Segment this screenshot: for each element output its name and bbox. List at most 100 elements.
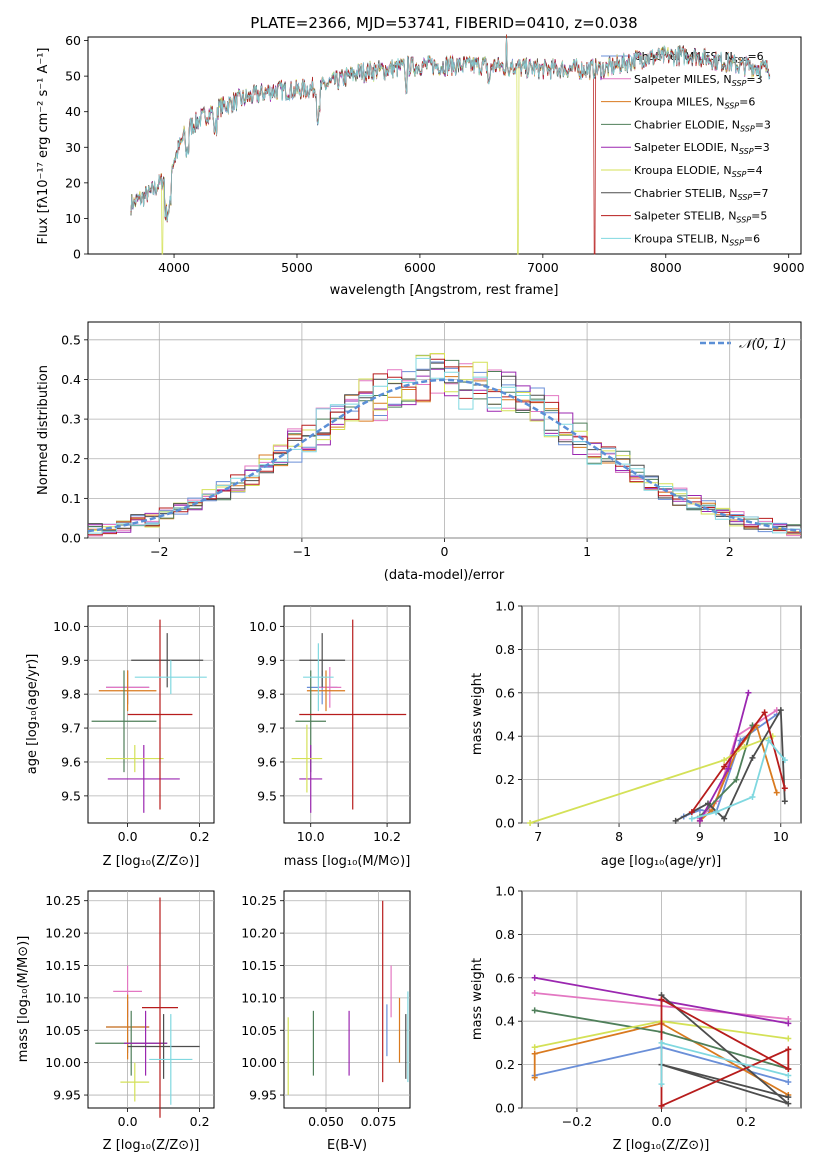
weight_vs_age-marker-cs: [705, 800, 711, 807]
spectrum-legend-nssp: =3: [755, 118, 771, 131]
spectrum-legend-label-ke: Kroupa ELODIE, NSSP=4: [634, 164, 763, 179]
weight_vs_Z-ytick-label: 0.2: [495, 1057, 515, 1072]
residuals-legend: 𝒩(0, 1): [700, 337, 786, 352]
mass_vs_ebv-ytick-label: 10.00: [241, 1055, 277, 1070]
spectrum-legend-sub: SSP: [732, 170, 747, 179]
mass_vs_Z-ytick-label: 10.10: [45, 990, 81, 1005]
gauss-legend-label: 𝒩(0, 1): [739, 337, 786, 352]
spectrum-ytick-label: 60: [65, 33, 81, 48]
weight_vs_age-marker-ss: [721, 763, 728, 770]
residuals-ytick-label: 0.0: [61, 531, 81, 546]
mass_vs_Z-ytick-label: 10.05: [45, 1023, 81, 1038]
weight_vs_Z-marker-cs: [785, 1094, 792, 1101]
weight_vs_Z-marker-ke: [785, 1035, 792, 1042]
mass-vs-z-xlabel: Z [log₁₀(Z/Z⊙)]: [103, 1138, 200, 1153]
age-vs-mass-xlabel: mass [log₁₀(M/M⊙)]: [284, 854, 411, 869]
residuals-ylabel: Normed distribution: [36, 365, 51, 495]
weight_vs_Z-ytick-label: 0.4: [495, 1014, 515, 1029]
age_vs_Z-ytick-label: 9.9: [61, 653, 81, 668]
weight_vs_Z-marker-cm: [785, 1078, 792, 1085]
residuals-ytick-label: 0.1: [61, 491, 81, 506]
spectrum-legend-nssp: =6: [744, 232, 760, 245]
residuals-ytick-label: 0.2: [61, 451, 81, 466]
weight_vs_Z-marker-cs: [785, 1100, 792, 1107]
age_vs_Z-ytick-label: 9.7: [61, 721, 81, 736]
age_vs_Z-ytick-label: 9.8: [61, 687, 81, 702]
weight_vs_Z-marker-km: [531, 1050, 538, 1057]
weight_vs_Z-marker-ke: [531, 1044, 538, 1051]
spectrum-legend-label-sm: Salpeter MILES, NSSP=3: [634, 73, 763, 88]
weight_vs_age-xtick-label: 7: [534, 829, 542, 844]
spectrum-line-ks: [130, 38, 771, 222]
weight_vs_age-marker-ks: [688, 815, 695, 822]
spectrum-legend-name: Chabrier STELIB, N: [634, 187, 738, 200]
spectrum-axes-frame: [87, 36, 802, 255]
spectrum-legend-sub: SSP: [729, 238, 744, 247]
weight_vs_age-marker-cs: [672, 817, 679, 824]
weight_vs_Z-ytick-label: 1.0: [495, 884, 515, 899]
weight_vs_Z-xtick-label: 0.2: [736, 1114, 756, 1129]
spectrum-axes: 4000 5000 6000 7000 8000 9000 0 10 20 30 40 50 60: [65, 33, 805, 275]
weight-vs-z-xlabel: Z [log₁₀(Z/Z⊙)]: [613, 1138, 710, 1153]
mass_vs_ebv-ytick-label: 10.25: [241, 893, 277, 908]
spectrum-ytick-label: 40: [65, 104, 81, 119]
weight_vs_Z-ytick-label: 0.0: [495, 1101, 515, 1116]
weight_vs_Z-line-cs: [660, 994, 789, 1105]
weight_vs_Z-marker-ss: [658, 996, 665, 1003]
spectrum-legend-name: Kroupa ELODIE, N: [634, 164, 732, 177]
spectrum-ytick-label: 0: [73, 247, 81, 262]
residuals-xtick-label: 1: [583, 544, 591, 559]
mass-vs-z-panel: Z [log₁₀(Z/Z⊙)] mass [log₁₀(M/M⊙)]: [16, 890, 215, 1153]
weight_vs_Z-marker-ss: [785, 1065, 792, 1072]
mass_vs_Z-ytick-label: 10.00: [45, 1055, 81, 1070]
spectrum-legend-sub: SSP: [732, 79, 747, 88]
spectrum-ytick-label: 20: [65, 175, 81, 190]
mass-vs-ebv-xlabel: E(B-V): [327, 1138, 367, 1153]
spectrum-legend-label-ks: Kroupa STELIB, NSSP=6: [634, 232, 760, 247]
spectrum-legend-label-km: Kroupa MILES, NSSP=6: [634, 96, 755, 111]
weight-vs-z-ylabel: mass weight: [470, 958, 485, 1040]
weight_vs_age-marker-ks: [749, 793, 756, 800]
mass_vs_Z-ytick-label: 9.95: [53, 1088, 81, 1103]
spectrum-series: [130, 34, 771, 255]
weight_vs_age-marker-ke: [721, 757, 728, 764]
spectrum-legend-nssp: =3: [746, 73, 762, 86]
weight_vs_age-xtick-label: 9: [696, 829, 704, 844]
weight_vs_age-marker-ss: [761, 709, 768, 716]
residuals-xlabel: (data-model)/error: [384, 568, 505, 583]
age_vs_mass-ytick-label: 9.5: [257, 788, 277, 803]
spectrum-ytick-label: 10: [65, 211, 81, 226]
mass_vs_ebv-ytick-label: 10.20: [241, 926, 277, 941]
weight_vs_age-marker-ks: [765, 737, 772, 744]
age_vs_mass-xtick-label: 10.0: [297, 829, 325, 844]
age_vs_mass-points: [291, 619, 407, 813]
mass_vs_ebv-axes: 0.050 0.075 9.95 10.00 10.05 10.10 10.15 10.20 1…: [241, 891, 410, 1129]
weight_vs_age-ytick-label: 0.6: [495, 685, 515, 700]
weight_vs_Z-marker-se: [785, 1020, 792, 1027]
weight_vs_Z-marker-km: [531, 1074, 538, 1081]
weight_vs_age-marker-km: [773, 789, 780, 796]
residuals-xtick-label: −2: [150, 544, 168, 559]
mass_vs_Z-xtick-label: 0.2: [190, 1114, 210, 1129]
weight_vs_age-marker-ks: [781, 757, 788, 764]
weight_vs_Z-ytick-label: 0.6: [495, 970, 515, 985]
spectrum-legend-nssp: =6: [739, 96, 755, 109]
spectrum-xtick-label: 8000: [650, 260, 682, 275]
age_vs_mass-ytick-label: 10.0: [249, 619, 277, 634]
weight_vs_age-marker-cs: [781, 798, 788, 805]
age-vs-mass-axes-frame: [283, 605, 411, 824]
spectrum-legend-name: Salpeter MILES, N: [634, 73, 732, 86]
age_vs_Z-xtick-label: 0.0: [118, 829, 138, 844]
spectrum-legend-sub: SSP: [736, 216, 751, 225]
spectrum-legend-name: Salpeter STELIB, N: [634, 210, 736, 223]
mass_vs_ebv-xtick-label: 0.075: [361, 1114, 397, 1129]
weight_vs_Z-ytick-label: 0.8: [495, 927, 515, 942]
weight_vs_Z-marker-ce: [531, 1007, 538, 1014]
gauss-curve: [87, 378, 802, 533]
residuals-xtick-label: −1: [293, 544, 311, 559]
spectrum-legend-nssp: =7: [752, 187, 768, 200]
age-vs-z-axes-frame: [87, 605, 215, 824]
spectrum-legend-sub: SSP: [724, 102, 739, 111]
weight_vs_age-marker-se: [696, 817, 703, 824]
weight_vs_age-line-ss: [691, 710, 786, 813]
